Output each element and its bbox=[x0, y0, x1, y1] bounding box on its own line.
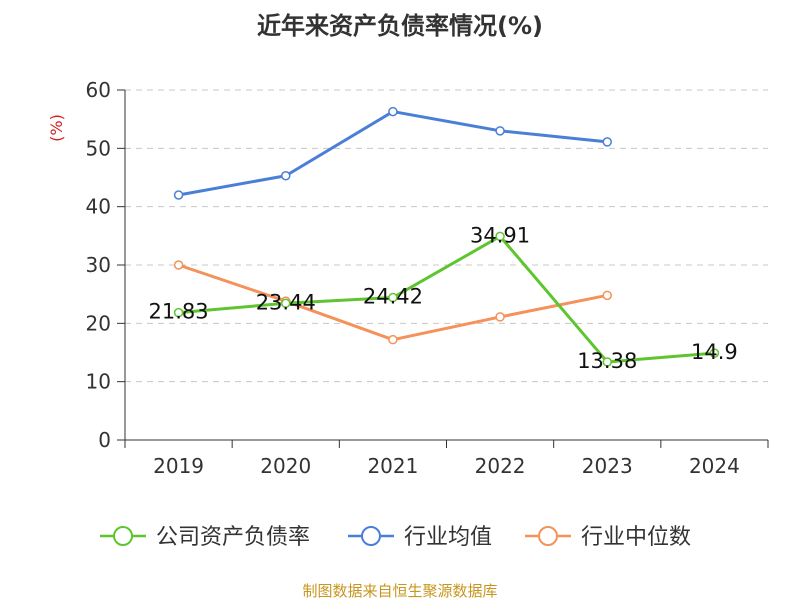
data-point bbox=[388, 106, 398, 117]
legend-marker bbox=[361, 526, 381, 546]
y-tick-labels: 0 10 20 30 40 50 60 bbox=[86, 78, 111, 452]
data-point bbox=[495, 231, 505, 242]
data-point bbox=[602, 290, 612, 301]
x-tick-label: 2020 bbox=[260, 454, 311, 478]
y-tick-label: 20 bbox=[86, 311, 111, 335]
data-point bbox=[173, 260, 184, 270]
data-point bbox=[388, 334, 398, 345]
legend: 公司资产负债率 行业均值 行业中位数 bbox=[100, 525, 691, 550]
legend-label: 公司资产负债率 bbox=[156, 525, 310, 550]
source-note: 制图数据来自恒生聚源数据库 bbox=[302, 582, 498, 600]
legend-item: 行业中位数 bbox=[525, 525, 691, 550]
x-tick-label: 2023 bbox=[582, 454, 633, 478]
data-labels: 21.83 23.44 24.42 34.91 13.38 14.9 bbox=[149, 223, 738, 373]
data-point bbox=[173, 307, 184, 318]
legend-item: 行业均值 bbox=[348, 525, 492, 550]
data-point bbox=[709, 348, 720, 358]
data-label: 23.44 bbox=[256, 290, 316, 314]
x-tick-label: 2022 bbox=[475, 454, 526, 478]
legend-label: 行业中位数 bbox=[581, 525, 691, 550]
legend-marker bbox=[538, 526, 558, 546]
y-tick-label: 30 bbox=[86, 253, 111, 277]
series-line bbox=[178, 110, 608, 197]
axes bbox=[117, 89, 769, 448]
x-tick-label: 2021 bbox=[367, 454, 418, 478]
data-point bbox=[602, 357, 612, 367]
grid-lines bbox=[125, 89, 768, 383]
series-line bbox=[178, 234, 715, 364]
data-label: 21.83 bbox=[149, 300, 209, 324]
data-point bbox=[602, 137, 612, 147]
legend-item: 公司资产负债率 bbox=[100, 525, 310, 550]
data-label: 14.9 bbox=[691, 340, 738, 364]
data-point bbox=[495, 126, 505, 136]
y-tick-label: 0 bbox=[98, 428, 111, 452]
y-axis-unit: (%) bbox=[47, 114, 66, 142]
chart-title: 近年来资产负债率情况(%) bbox=[257, 12, 543, 40]
data-label: 34.91 bbox=[470, 223, 530, 247]
data-point bbox=[281, 171, 291, 181]
x-tick-labels: 2019 2020 2021 2022 2023 2024 bbox=[153, 454, 740, 478]
data-point bbox=[495, 312, 505, 322]
legend-label: 行业均值 bbox=[404, 525, 492, 550]
legend-marker bbox=[113, 526, 133, 546]
y-tick-label: 40 bbox=[86, 195, 111, 219]
y-tick-label: 50 bbox=[86, 136, 111, 160]
data-point bbox=[388, 292, 398, 303]
data-point bbox=[173, 190, 184, 200]
x-tick-label: 2019 bbox=[153, 454, 204, 478]
y-tick-label: 60 bbox=[86, 78, 111, 102]
x-tick-label: 2024 bbox=[689, 454, 740, 478]
data-label: 24.42 bbox=[363, 285, 423, 309]
y-tick-label: 10 bbox=[86, 370, 111, 394]
data-point bbox=[281, 298, 291, 309]
data-label: 13.38 bbox=[577, 349, 637, 373]
series-lines bbox=[173, 106, 720, 367]
